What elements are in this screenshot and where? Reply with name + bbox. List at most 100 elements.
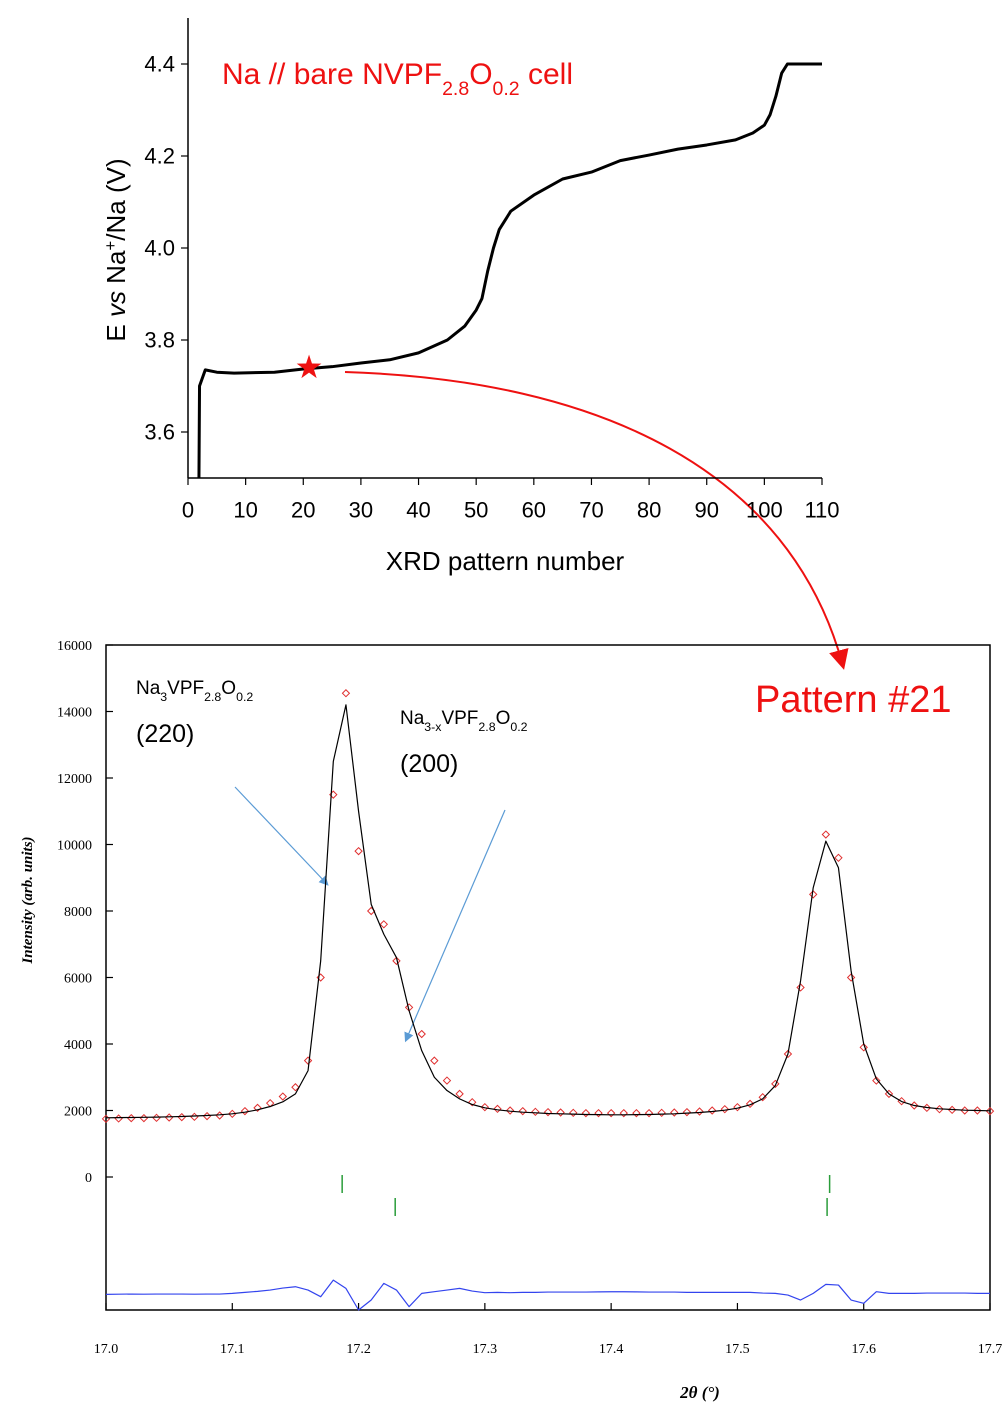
text-run: 2.8: [442, 78, 469, 100]
observed-point: [707, 1106, 717, 1115]
text-run: (220): [136, 720, 194, 748]
observed-point: [480, 1102, 490, 1112]
y-tick-label: 6000: [64, 971, 92, 986]
annotation: Na3VPF2.8O0.2: [136, 678, 253, 704]
x-tick-label: 40: [406, 498, 430, 523]
observed-point: [253, 1103, 262, 1113]
observed-point: [834, 853, 843, 863]
x-tick-label: 10: [233, 498, 257, 523]
x-tick-label: 0: [182, 498, 194, 523]
x-tick-label: 17.7: [978, 1342, 1003, 1357]
x-axis-label: XRD pattern number: [386, 546, 625, 576]
x-tick-label: 90: [694, 498, 718, 523]
text-run: E: [101, 317, 131, 342]
y-tick-label: 3.8: [144, 328, 175, 353]
observed-point: [644, 1108, 654, 1118]
y-tick-label: 10000: [57, 838, 92, 853]
observed-point: [632, 1108, 641, 1118]
text-run: Pattern #21: [755, 679, 951, 721]
observed-point: [354, 846, 363, 856]
observed-point: [783, 1049, 793, 1059]
y-tick-label: 2000: [64, 1104, 92, 1119]
y-tick-label: 0: [85, 1171, 92, 1186]
observed-point: [771, 1079, 780, 1089]
x-axis-label: 2θ (°): [679, 1383, 720, 1402]
x-tick-label: 17.1: [220, 1342, 245, 1357]
observed-point: [114, 1114, 123, 1123]
text-run: Na: [400, 708, 425, 729]
text-run: O: [496, 708, 511, 729]
text-run: 3: [160, 690, 167, 704]
annotation: Na3-xVPF2.8O0.2: [400, 708, 528, 734]
observed-point: [291, 1083, 300, 1092]
observed-point: [177, 1112, 186, 1122]
observed-point: [846, 973, 856, 982]
observed-point: [164, 1113, 174, 1122]
y-tick-label: 8000: [64, 905, 92, 920]
text-run: Na: [101, 250, 131, 291]
annotation: (220): [136, 720, 194, 748]
observed-point: [543, 1107, 553, 1117]
text-run: O: [221, 678, 236, 699]
observed-point: [531, 1107, 540, 1117]
observed-point: [821, 830, 831, 839]
text-run: 0.2: [510, 720, 527, 734]
series-line: [105, 1279, 990, 1311]
x-tick-label: 17.4: [599, 1342, 624, 1357]
text-run: vs: [101, 291, 131, 317]
observed-point: [493, 1104, 502, 1114]
x-tick-label: 17.2: [346, 1342, 371, 1357]
observed-point: [417, 1029, 426, 1039]
x-tick-label: 20: [291, 498, 315, 523]
text-run: 0.2: [493, 78, 520, 100]
observed-point: [657, 1108, 666, 1118]
observed-point: [695, 1107, 704, 1116]
y-axis-label: E vs Na+/Na (V): [101, 158, 132, 341]
y-tick-label: 4000: [64, 1038, 92, 1053]
observed-point: [960, 1106, 969, 1115]
observed-point: [808, 890, 818, 899]
y-tick-label: 12000: [57, 772, 92, 787]
observed-point: [468, 1097, 477, 1107]
observed-point: [947, 1105, 957, 1115]
x-tick-label: 17.5: [725, 1342, 750, 1357]
x-tick-label: 50: [464, 498, 488, 523]
y-tick-label: 14000: [57, 705, 92, 720]
text-run: (200): [400, 750, 458, 778]
x-tick-label: 80: [637, 498, 661, 523]
observed-point: [569, 1108, 578, 1118]
observed-point: [518, 1106, 527, 1116]
y-tick-label: 4.0: [144, 236, 175, 261]
observed-point: [682, 1107, 692, 1117]
observed-point: [127, 1113, 136, 1123]
text-run: +: [101, 241, 120, 251]
plot-frame: [105, 644, 991, 1311]
x-tick-label: 60: [522, 498, 546, 523]
y-axis-label: Intensity (arb. units): [20, 836, 36, 964]
observed-point: [670, 1108, 679, 1117]
observed-point: [430, 1056, 439, 1065]
x-tick-label: 17.3: [473, 1342, 498, 1357]
link-arrow: [344, 371, 849, 670]
observed-point: [240, 1106, 250, 1116]
y-tick-label: 3.6: [144, 420, 175, 445]
text-run: VPF: [167, 678, 204, 699]
text-run: 2.8: [478, 720, 495, 734]
series-line: [197, 62, 822, 479]
annotation: (200): [400, 750, 458, 778]
x-tick-label: 30: [349, 498, 373, 523]
observed-point: [859, 1043, 868, 1052]
annotation: Pattern #21: [755, 679, 951, 721]
y-tick-label: 4.2: [144, 144, 175, 169]
observed-point: [228, 1109, 237, 1119]
observed-point: [619, 1108, 628, 1118]
observed-point: [745, 1099, 755, 1109]
text-run: /Na (V): [101, 158, 131, 240]
x-tick-label: 100: [746, 498, 783, 523]
pattern-marker: [296, 354, 322, 379]
observed-point: [581, 1108, 591, 1118]
text-run: 3-x: [424, 720, 442, 734]
observed-point: [278, 1092, 288, 1101]
observed-point: [594, 1108, 603, 1118]
